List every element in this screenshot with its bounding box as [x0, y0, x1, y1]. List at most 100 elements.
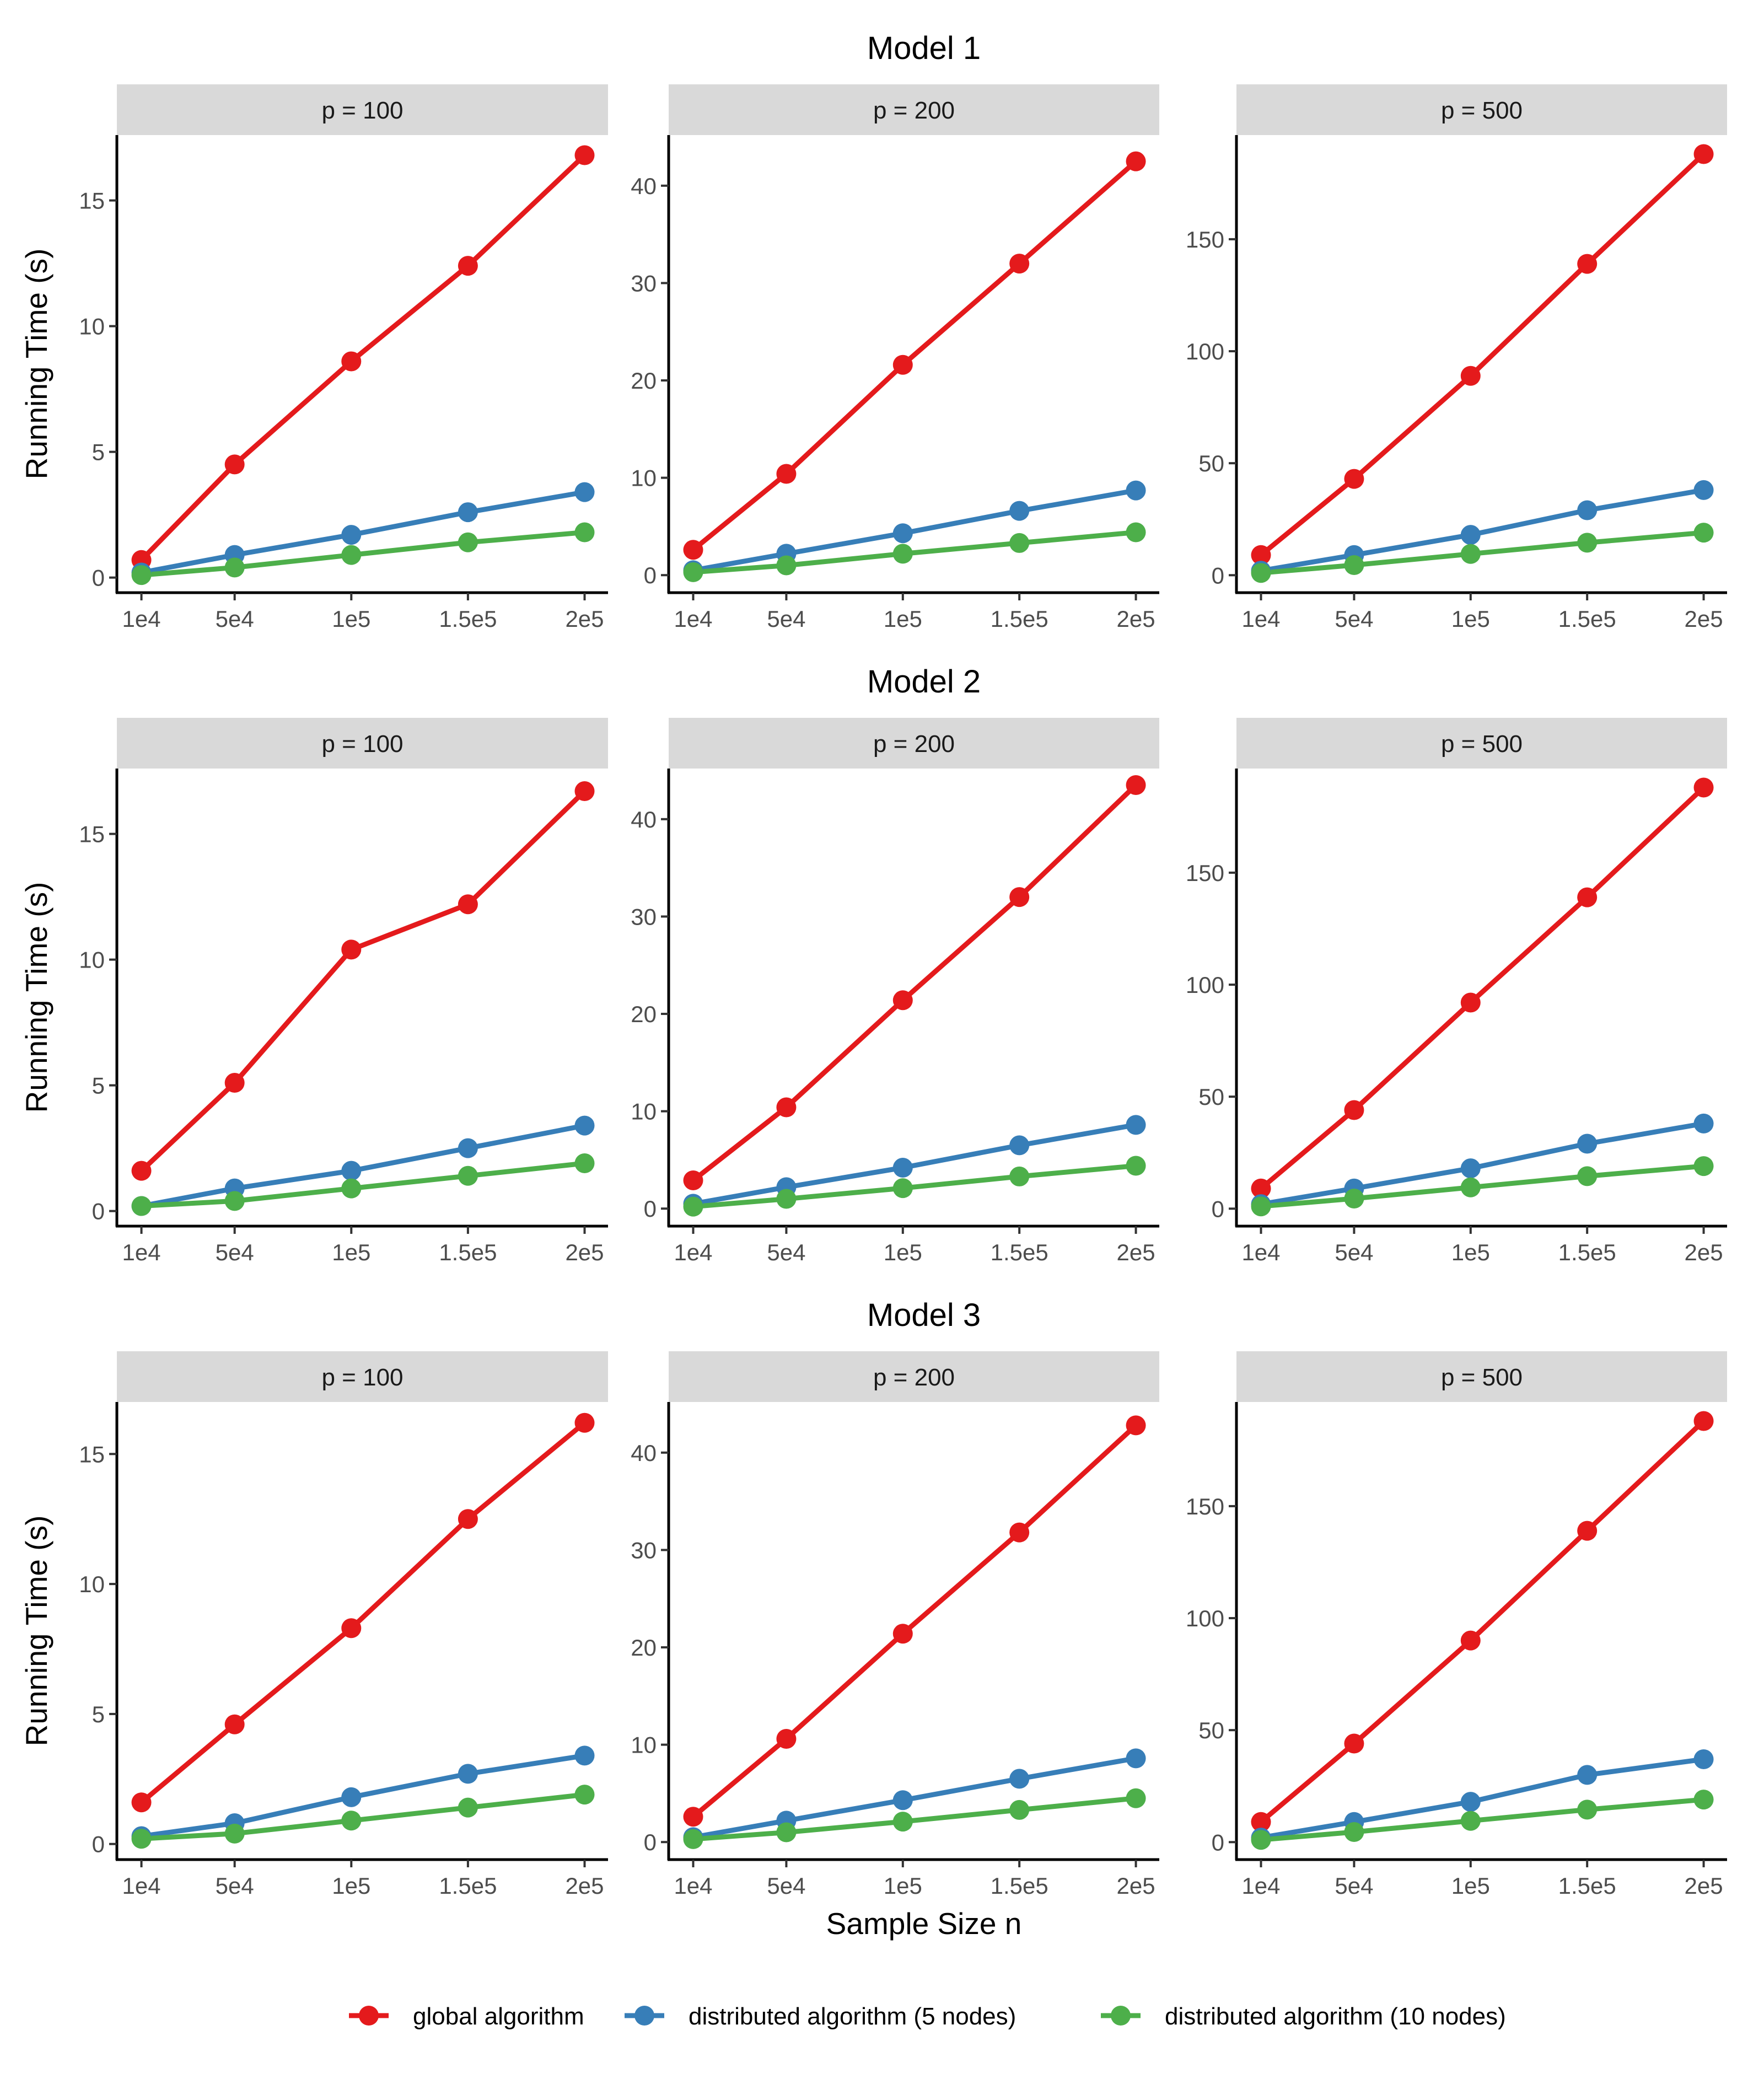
y-tick-label: 0	[1212, 562, 1224, 588]
y-tick-label: 0	[644, 1829, 657, 1855]
data-point	[224, 1823, 245, 1844]
model-title: Model 2	[867, 664, 981, 700]
facet-strip	[1236, 1351, 1727, 1402]
data-point	[1693, 1113, 1714, 1134]
x-tick-label: 2e5	[1117, 606, 1155, 632]
y-tick-label: 10	[631, 465, 657, 491]
data-point	[892, 1812, 913, 1832]
data-point	[892, 1624, 913, 1644]
data-point	[1577, 254, 1598, 274]
data-point	[574, 482, 595, 502]
y-tick-label: 0	[92, 565, 105, 591]
y-axis-title: Running Time (s)	[19, 249, 53, 480]
data-point	[1693, 1790, 1714, 1810]
x-tick-label: 2e5	[565, 1873, 604, 1899]
x-tick-label: 1e4	[122, 1873, 161, 1899]
data-point	[683, 1196, 703, 1217]
x-tick-label: 1e5	[332, 1239, 370, 1265]
data-point	[1577, 1799, 1598, 1820]
data-point	[341, 1618, 362, 1639]
data-point	[458, 256, 478, 276]
y-tick-label: 0	[92, 1199, 105, 1224]
model-title: Model 3	[867, 1297, 981, 1333]
facet-strip	[1236, 718, 1727, 769]
y-tick-label: 10	[631, 1099, 657, 1125]
data-point	[1126, 480, 1146, 501]
x-tick-label: 1.5e5	[991, 606, 1048, 632]
x-tick-label: 5e4	[767, 1239, 805, 1265]
y-tick-label: 100	[1186, 1605, 1224, 1631]
data-point	[224, 1191, 245, 1211]
facet-panel: p = 500 0 50 100 150 1e4 5e4 1e5 1.5e5 2e5	[1186, 84, 1727, 632]
data-point	[1577, 500, 1598, 520]
data-point	[1460, 1811, 1481, 1831]
x-tick-label: 1.5e5	[1558, 1239, 1616, 1265]
data-point	[1577, 1134, 1598, 1154]
data-point	[1251, 1178, 1271, 1199]
y-tick-label: 50	[1198, 450, 1224, 476]
x-tick-label: 1.5e5	[991, 1873, 1048, 1899]
data-point	[1577, 887, 1598, 907]
legend-key-point	[1111, 2006, 1131, 2026]
x-tick-label: 2e5	[1685, 1239, 1723, 1265]
y-tick-label: 0	[644, 1196, 657, 1222]
data-point	[776, 555, 797, 576]
facet-panel: p = 200 0 10 20 30 40 1e4 5e4 1e5 1.5e5 2e5	[631, 1351, 1159, 1899]
data-point	[1344, 469, 1364, 489]
data-point	[574, 145, 595, 165]
y-tick-label: 15	[79, 1441, 105, 1467]
y-tick-label: 0	[1212, 1829, 1224, 1855]
y-tick-label: 50	[1198, 1084, 1224, 1110]
y-tick-label: 20	[631, 1001, 657, 1027]
data-point	[1460, 1177, 1481, 1197]
x-tick-label: 1.5e5	[1558, 606, 1616, 632]
data-point	[341, 545, 362, 565]
y-tick-label: 5	[92, 1073, 105, 1099]
x-tick-label: 2e5	[1685, 1873, 1723, 1899]
data-point	[1693, 523, 1714, 543]
facet-strip	[117, 84, 608, 135]
data-point	[131, 1161, 152, 1181]
data-point	[1460, 525, 1481, 545]
x-tick-label: 1e4	[674, 1239, 712, 1265]
data-point	[892, 990, 913, 1011]
data-point	[892, 1790, 913, 1811]
data-point	[341, 1811, 362, 1831]
facet-strip	[669, 84, 1159, 135]
x-tick-label: 5e4	[1335, 606, 1373, 632]
data-point	[131, 1829, 152, 1849]
facet-panel: p = 200 0 10 20 30 40 1e4 5e4 1e5 1.5e5 2e5	[631, 84, 1159, 632]
data-point	[1577, 533, 1598, 553]
facet-strip-label: p = 100	[321, 97, 403, 124]
x-tick-label: 2e5	[1685, 606, 1723, 632]
x-tick-label: 2e5	[565, 1239, 604, 1265]
legend-item: distributed algorithm (10 nodes)	[1101, 2003, 1506, 2030]
x-tick-label: 1e4	[1241, 1239, 1280, 1265]
x-tick-label: 1e5	[884, 1239, 922, 1265]
data-point	[131, 1792, 152, 1813]
x-tick-label: 5e4	[216, 1873, 254, 1899]
data-point	[776, 464, 797, 484]
facet-strip-label: p = 500	[1441, 730, 1523, 758]
data-point	[1693, 1411, 1714, 1431]
y-tick-label: 20	[631, 1635, 657, 1661]
x-tick-label: 1e5	[332, 1873, 370, 1899]
data-point	[1009, 1166, 1030, 1186]
facet-panel: p = 100 0 5 10 15 1e4 5e4 1e5 1.5e5 2e5	[79, 1351, 608, 1899]
data-point	[131, 1196, 152, 1216]
x-tick-label: 1e5	[1451, 1239, 1490, 1265]
x-tick-label: 2e5	[565, 606, 604, 632]
data-point	[892, 1158, 913, 1178]
data-point	[892, 1178, 913, 1199]
y-tick-label: 5	[92, 439, 105, 465]
data-point	[458, 1797, 478, 1818]
y-tick-label: 30	[631, 1537, 657, 1563]
data-point	[683, 540, 703, 560]
data-point	[1344, 1189, 1364, 1209]
data-point	[341, 525, 362, 545]
y-tick-label: 30	[631, 270, 657, 296]
y-tick-label: 15	[79, 821, 105, 847]
facet-panel: p = 100 0 5 10 15 1e4 5e4 1e5 1.5e5 2e5	[79, 718, 608, 1265]
data-point	[1126, 1415, 1146, 1436]
facet-strip	[669, 1351, 1159, 1402]
